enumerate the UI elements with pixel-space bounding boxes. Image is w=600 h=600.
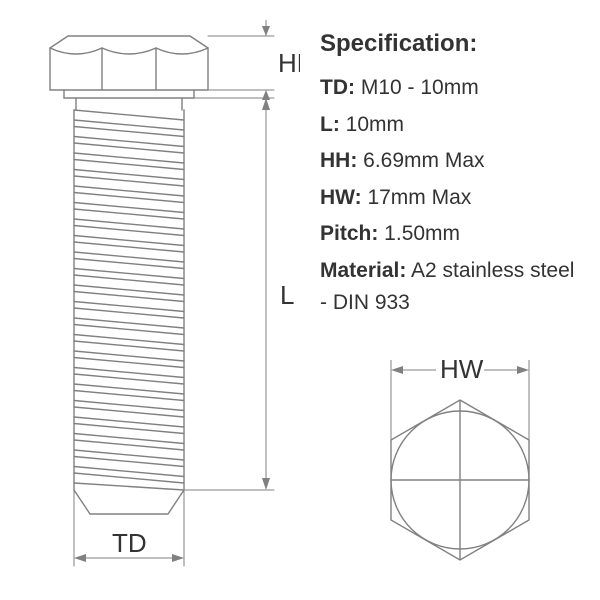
page-root: HH L TD Specification: TD: M10 - 10mm L:… — [0, 0, 600, 600]
bolt-svg: HH L TD — [20, 20, 300, 580]
hex-svg: HW — [360, 340, 560, 570]
spec-row-l: L: 10mm — [320, 109, 580, 142]
spec-value: M10 - 10mm — [355, 76, 479, 99]
spec-label: TD: — [320, 76, 355, 99]
spec-row-hh: HH: 6.69mm Max — [320, 145, 580, 178]
spec-value: 17mm Max — [362, 186, 472, 209]
spec-row-hw: HW: 17mm Max — [320, 182, 580, 215]
spec-row-td: TD: M10 - 10mm — [320, 72, 580, 105]
spec-panel: Specification: TD: M10 - 10mm L: 10mm HH… — [320, 30, 580, 324]
spec-label: Material: — [320, 259, 406, 282]
spec-label: HH: — [320, 149, 357, 172]
spec-label: Pitch: — [320, 222, 378, 245]
spec-value: 6.69mm Max — [357, 149, 484, 172]
spec-label: HW: — [320, 186, 362, 209]
dim-label-l: L — [280, 280, 294, 310]
dim-label-hw: HW — [440, 354, 484, 384]
dim-label-hh: HH — [278, 48, 300, 78]
spec-row-pitch: Pitch: 1.50mm — [320, 218, 580, 251]
spec-label: L: — [320, 113, 340, 136]
thread-lines — [74, 110, 184, 490]
spec-value: 10mm — [340, 113, 404, 136]
dim-label-td: TD — [112, 528, 147, 558]
spec-title: Specification: — [320, 30, 580, 58]
hex-top-diagram: HW — [360, 340, 560, 570]
bolt-side-diagram: HH L TD — [20, 20, 300, 580]
spec-value: 1.50mm — [378, 222, 460, 245]
spec-row-material: Material: A2 stainless steel - DIN 933 — [320, 255, 580, 320]
